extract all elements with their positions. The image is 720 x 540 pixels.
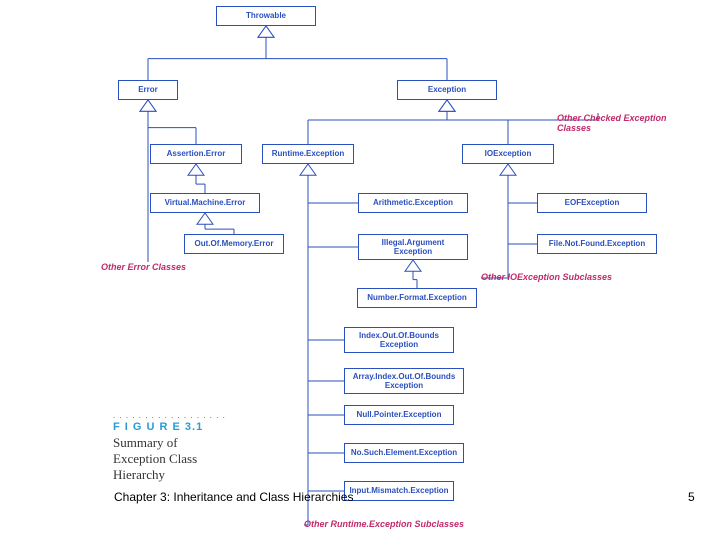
- node-numfmt: Number.Format.Exception: [357, 288, 477, 308]
- figure-caption: . . . . . . . . . . . . . . . . . .F I G…: [113, 411, 273, 484]
- node-fnf: File.Not.Found.Exception: [537, 234, 657, 254]
- node-assertion: Assertion.Error: [150, 144, 242, 164]
- figure-number: F I G U R E 3.1: [113, 421, 273, 435]
- node-nse: No.Such.Element.Exception: [344, 443, 464, 463]
- node-npe: Null.Pointer.Exception: [344, 405, 454, 425]
- node-exception: Exception: [397, 80, 497, 100]
- note-rtesub: Other Runtime.Exception Subclasses: [304, 519, 504, 529]
- node-error: Error: [118, 80, 178, 100]
- page-number: 5: [688, 490, 695, 504]
- figure-line3: Hierarchy: [113, 467, 273, 483]
- node-ime: Input.Mismatch.Exception: [344, 481, 454, 501]
- node-throwable: Throwable: [216, 6, 316, 26]
- node-illarg: Illegal.Argument Exception: [358, 234, 468, 260]
- node-ioob: Index.Out.Of.Bounds Exception: [344, 327, 454, 353]
- node-runtime: Runtime.Exception: [262, 144, 354, 164]
- node-ioexc: IOException: [462, 144, 554, 164]
- node-oom: Out.Of.Memory.Error: [184, 234, 284, 254]
- figure-line2: Exception Class: [113, 451, 273, 467]
- node-vmerror: Virtual.Machine.Error: [150, 193, 260, 213]
- note-iosub: Other IOException Subclasses: [481, 272, 621, 282]
- node-aioob: Array.Index.Out.Of.Bounds Exception: [344, 368, 464, 394]
- node-eof: EOFException: [537, 193, 647, 213]
- diagram-canvas: Throwable Error Exception Assertion.Error Ru…: [0, 0, 720, 540]
- slide-footer: Chapter 3: Inheritance and Class Hierarc…: [114, 490, 353, 504]
- node-arith: Arithmetic.Exception: [358, 193, 468, 213]
- note-errcls: Other Error Classes: [101, 262, 221, 272]
- figure-line1: Summary of: [113, 435, 273, 451]
- figure-dots: . . . . . . . . . . . . . . . . . .: [113, 411, 273, 421]
- note-checked: Other Checked Exception Classes: [557, 113, 697, 134]
